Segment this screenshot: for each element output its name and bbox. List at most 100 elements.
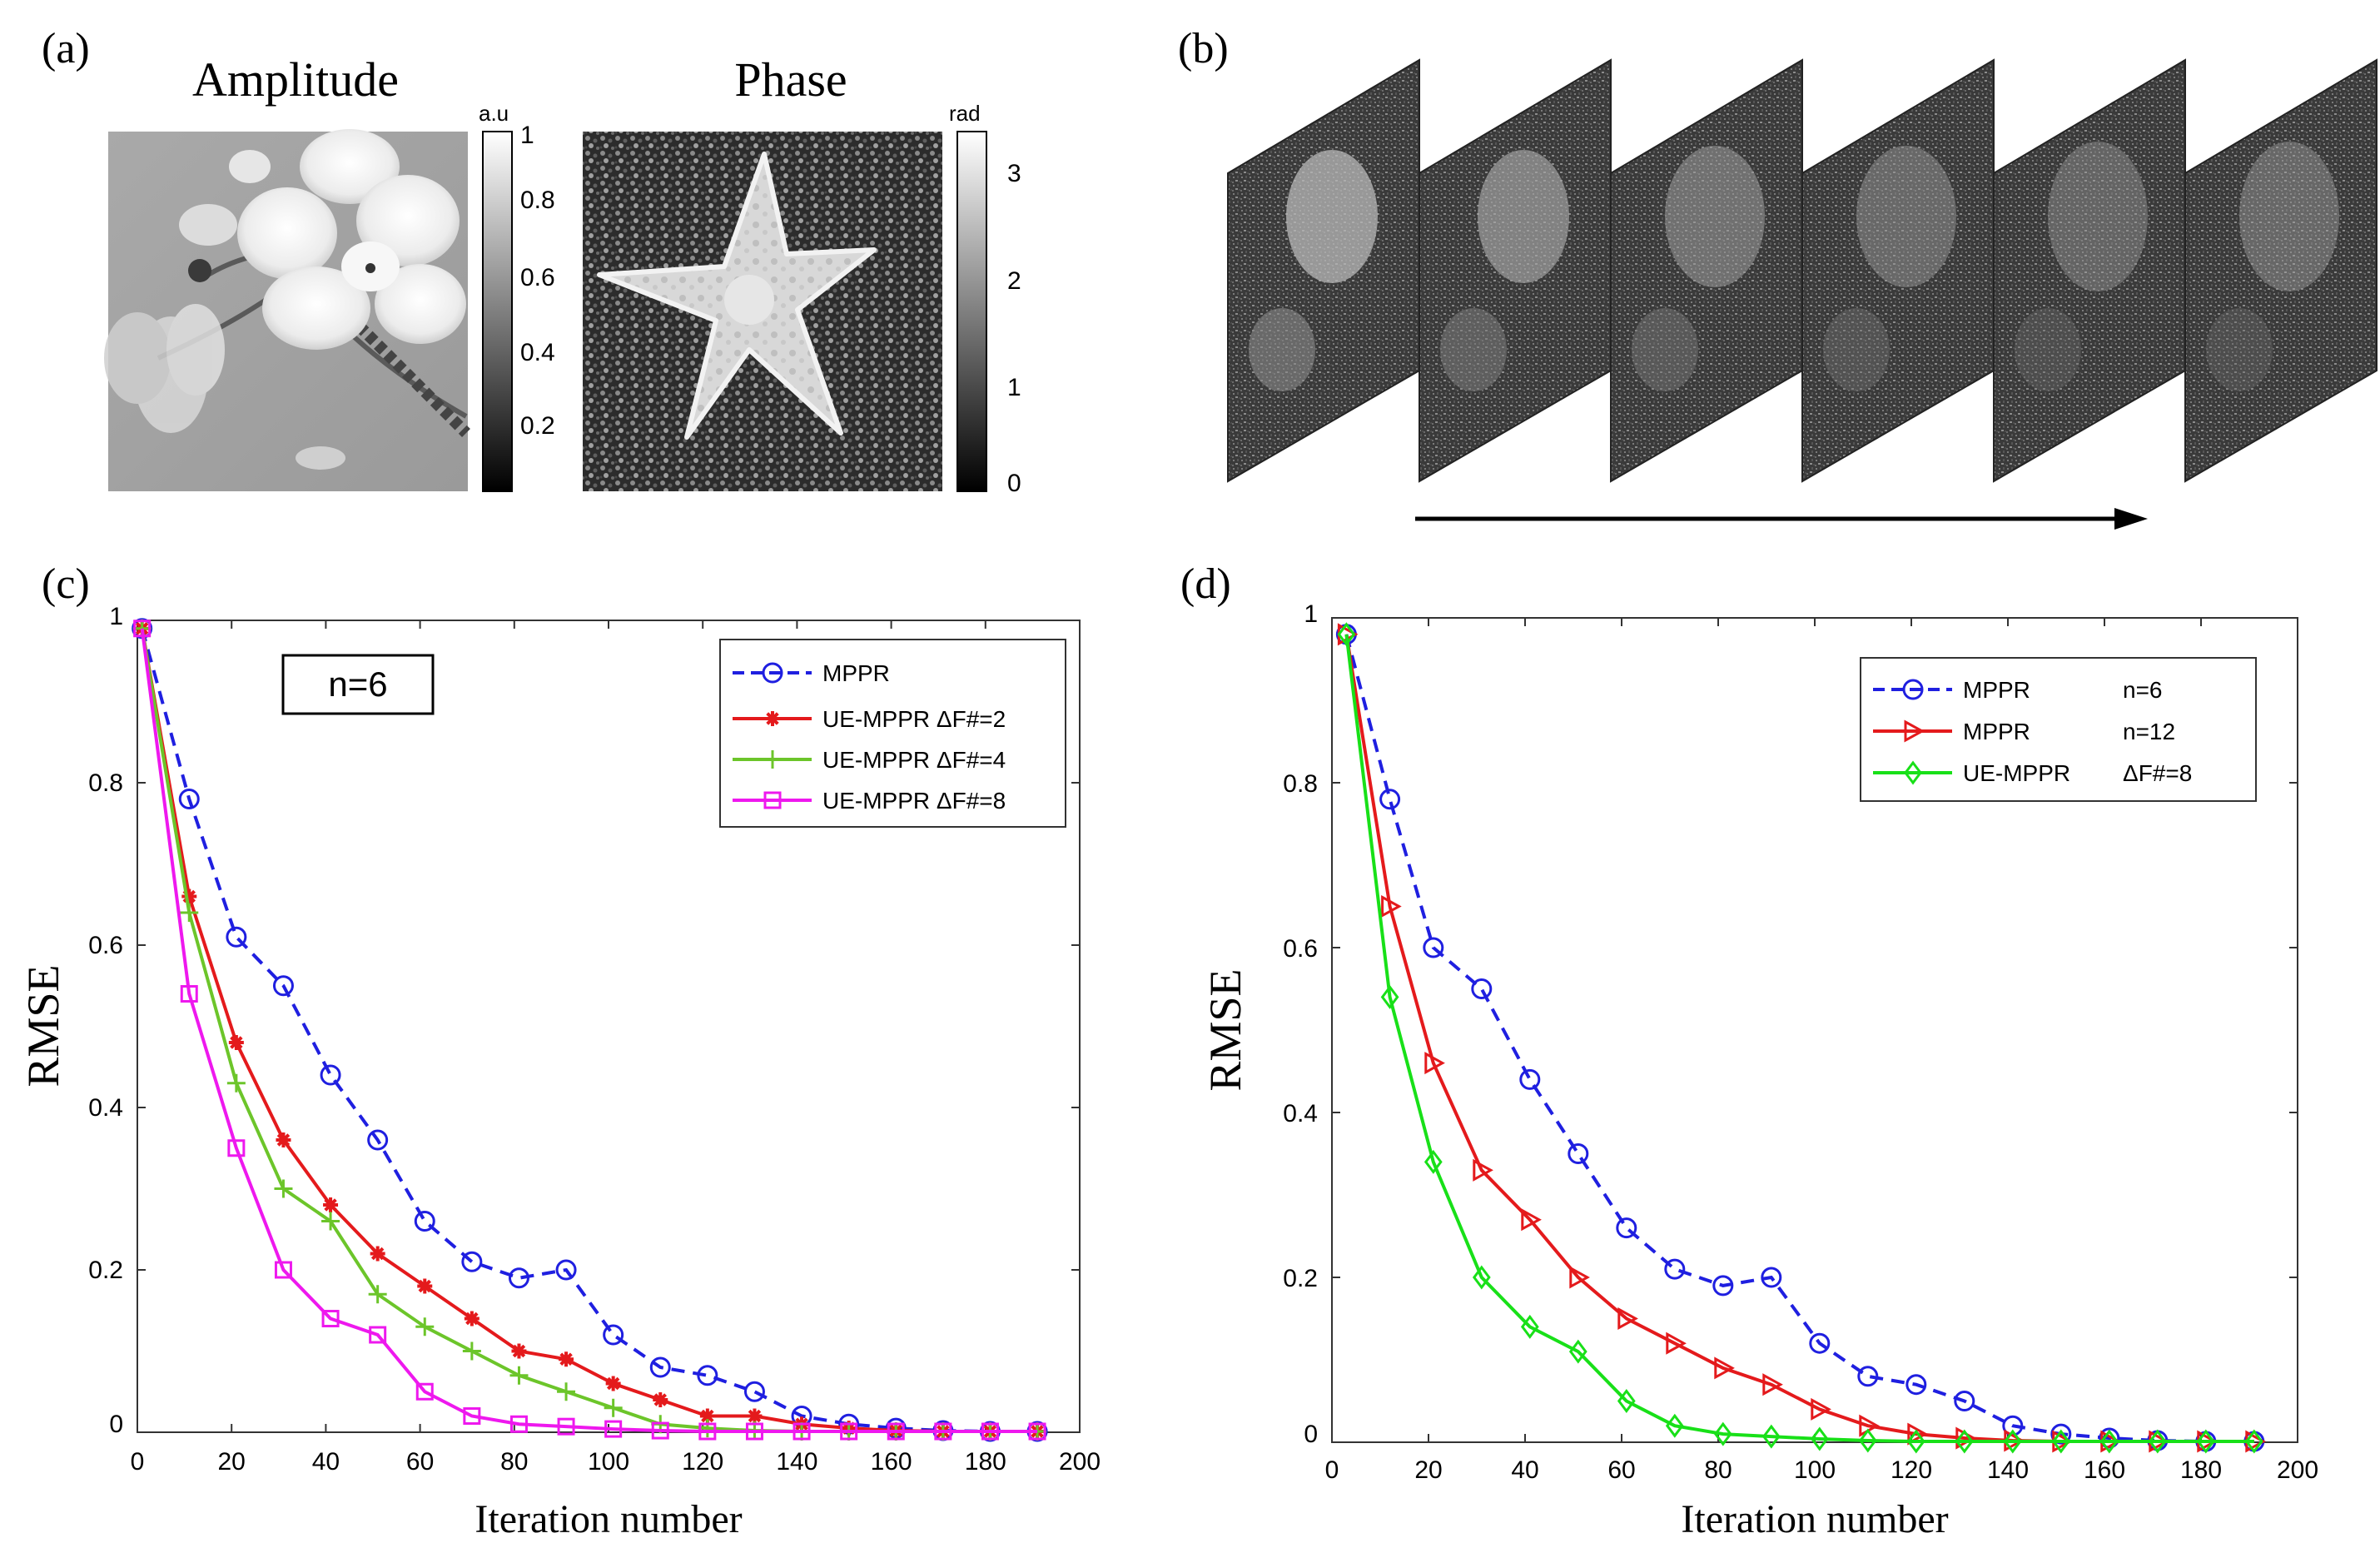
legend-swatch-marker: [1902, 679, 1924, 700]
diffraction-frame: [1801, 58, 1995, 483]
data-point: [415, 1382, 434, 1401]
data-point: [1520, 1314, 1539, 1339]
data-point: [1471, 978, 1493, 999]
legend-entry-param: ΔF#=8: [2123, 760, 2192, 786]
x-tick-label: 20: [1414, 1456, 1442, 1484]
data-point: [1569, 1266, 1590, 1289]
legend-swatch-marker: [765, 711, 780, 726]
x-tick-label: 120: [682, 1448, 723, 1476]
data-point: [697, 1365, 718, 1386]
x-tick-label: 120: [1891, 1456, 1932, 1484]
x-tick-label: 180: [2180, 1456, 2222, 1484]
data-point: [698, 1419, 717, 1438]
series-layer-c: [132, 618, 1048, 1442]
data-point: [274, 1261, 292, 1279]
diffraction-frame: [1993, 58, 2186, 483]
annotation-text: n=6: [328, 664, 387, 704]
y-tick-label: 0.8: [88, 769, 123, 797]
y-tick-labels-d: 0 0.2 0.4 0.6 0.8 1: [1283, 600, 1318, 1448]
data-point: [653, 1392, 668, 1407]
data-point: [509, 1415, 528, 1433]
data-point: [181, 888, 197, 904]
data-point: [272, 975, 294, 997]
data-point: [511, 1343, 527, 1359]
x-tick-label: 80: [500, 1448, 528, 1476]
amp-colorbar-tick: 1: [520, 122, 534, 149]
panel-label-b: (b): [1178, 25, 1229, 72]
amplitude-title: Amplitude: [192, 52, 399, 107]
amp-colorbar-tick: 0.4: [520, 339, 555, 366]
data-point: [1714, 1356, 1735, 1380]
data-point: [226, 1073, 246, 1093]
data-point: [559, 1351, 574, 1367]
legend-entry: UE-MPPR ΔF#=2: [822, 706, 1006, 732]
data-point: [699, 1408, 715, 1424]
diffraction-stack: [1227, 58, 2378, 483]
data-point: [1713, 1421, 1732, 1446]
y-tick-label: 0.2: [88, 1257, 123, 1284]
data-point: [1762, 1373, 1783, 1396]
data-point: [1907, 1422, 1928, 1446]
phase-title: Phase: [734, 52, 847, 107]
legend-entry: UE-MPPR ΔF#=4: [822, 747, 1006, 773]
data-point: [604, 1420, 623, 1438]
x-tick-label: 100: [588, 1448, 629, 1476]
data-point: [1423, 937, 1444, 958]
data-point: [180, 903, 199, 922]
data-point: [603, 1324, 624, 1346]
panel-label-d: (d): [1180, 560, 1231, 608]
data-point: [508, 1267, 529, 1289]
data-point: [276, 1132, 291, 1147]
y-tick-label: 1: [109, 603, 123, 630]
data-point: [743, 1381, 765, 1402]
y-tick-label: 0.4: [1283, 1100, 1318, 1127]
x-tick-labels-d: 0 20 40 60 80 100 120 140 160 180 200: [1325, 1456, 2318, 1484]
data-point: [368, 1285, 387, 1304]
data-point: [2148, 1429, 2167, 1454]
phase-colorbar-tick: 1: [1007, 374, 1021, 401]
x-tick-label: 0: [1325, 1456, 1339, 1484]
data-point: [557, 1382, 576, 1401]
x-tick-label: 160: [871, 1448, 912, 1476]
diffraction-frame: [1227, 58, 1420, 483]
x-tick-label: 60: [406, 1448, 434, 1476]
x-tick-label: 40: [1511, 1456, 1538, 1484]
data-point: [1380, 984, 1399, 1009]
data-point: [1568, 1143, 1589, 1164]
y-tick-labels-c: 0 0.2 0.4 0.6 0.8 1: [88, 603, 123, 1438]
data-point: [370, 1246, 385, 1262]
legend-swatch-marker: [1904, 719, 1925, 743]
data-point: [649, 1356, 671, 1378]
data-point: [417, 1278, 433, 1294]
legend-entry: UE-MPPR ΔF#=8: [822, 788, 1006, 814]
y-axis-label-c: RMSE: [18, 964, 68, 1087]
data-point: [227, 1139, 246, 1157]
amp-colorbar-tick: 0.2: [520, 412, 555, 440]
phase-image: [583, 132, 942, 491]
annotation-n6: n=6: [281, 654, 435, 715]
data-point: [2196, 1429, 2215, 1454]
data-point: [1519, 1068, 1541, 1090]
data-point: [1905, 1374, 1927, 1396]
data-point: [747, 1408, 763, 1424]
phase-colorbar: rad 3 2 1 0: [949, 101, 1021, 497]
data-point: [934, 1422, 952, 1441]
data-point: [2051, 1429, 2070, 1454]
legend-swatch-marker: [763, 750, 782, 769]
x-tick-labels-c: 0 20 40 60 80 100 120 140 160 180 200: [131, 1448, 1101, 1476]
x-tick-label: 200: [1059, 1448, 1101, 1476]
data-point: [1424, 1052, 1445, 1075]
data-point: [981, 1422, 999, 1441]
legend-entry-param: n=12: [2123, 719, 2175, 744]
x-tick-label: 200: [2277, 1456, 2318, 1484]
data-point: [1381, 894, 1402, 918]
y-tick-label: 0.6: [88, 932, 123, 959]
data-point: [2099, 1429, 2119, 1454]
legend-swatches-c: [733, 662, 812, 809]
amp-colorbar-unit: a.u: [479, 101, 509, 126]
data-point: [1955, 1429, 1974, 1454]
data-point: [320, 1064, 341, 1086]
phase-colorbar-tick: 3: [1007, 160, 1021, 187]
x-tick-label: 60: [1607, 1456, 1635, 1484]
